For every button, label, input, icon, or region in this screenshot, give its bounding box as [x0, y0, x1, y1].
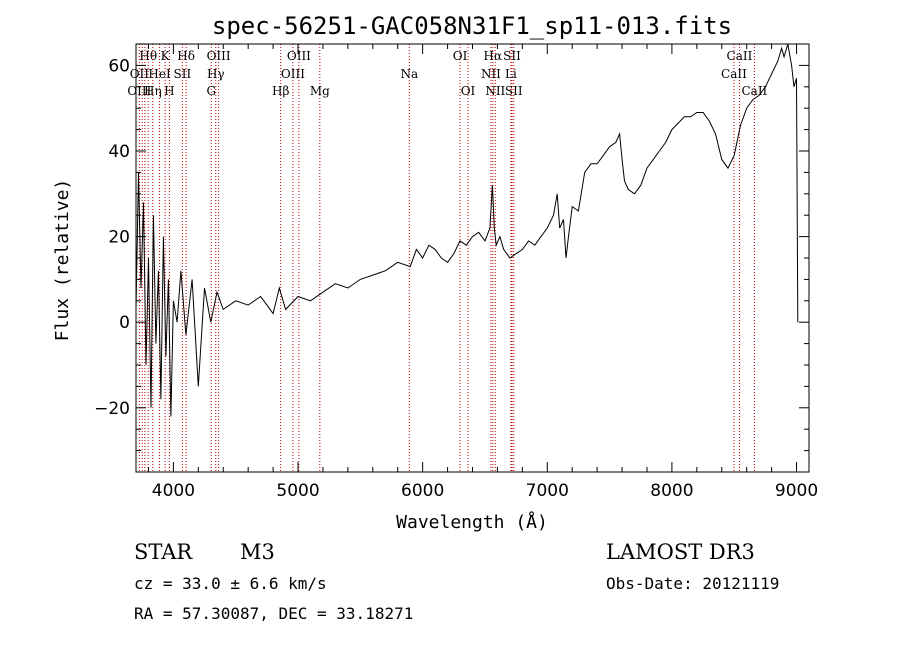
line-label: NII: [485, 84, 505, 98]
coordinates-readout: RA = 57.30087, DEC = 33.18271: [134, 604, 413, 623]
line-label: OIII: [287, 49, 311, 63]
line-label: CaII: [721, 67, 747, 81]
x-tick-label: 4000: [152, 481, 195, 501]
y-axis-label: Flux (relative): [52, 179, 73, 342]
line-label: OI: [453, 49, 468, 63]
line-label: CaII: [741, 84, 767, 98]
x-tick-label: 7000: [526, 481, 569, 501]
line-label: Hα: [484, 49, 503, 63]
line-label: OIII: [127, 84, 151, 98]
object-subclass: M3: [240, 540, 275, 564]
y-tick-label: 20: [108, 228, 130, 248]
y-tick-label: 40: [108, 142, 130, 162]
line-label: OIII: [207, 49, 231, 63]
y-axis-ticks: −20 0 20 40 60: [94, 56, 809, 452]
x-tick-label: 6000: [401, 481, 444, 501]
observation-date: Obs-Date: 20121119: [606, 574, 779, 593]
y-tick-label: −20: [94, 399, 130, 419]
x-tick-label: 8000: [650, 481, 693, 501]
x-axis-label: Wavelength (Å): [396, 511, 548, 533]
line-label: SII: [174, 67, 192, 81]
line-label: K: [161, 49, 171, 63]
line-label: G: [206, 84, 216, 98]
line-label: Hγ: [207, 67, 225, 81]
line-label: Hβ: [272, 84, 289, 98]
survey-name: LAMOST DR3: [606, 540, 755, 564]
y-tick-label: 0: [119, 313, 130, 333]
line-label: CaII: [727, 49, 753, 63]
spectrum-line: [135, 43, 799, 417]
line-label: OI: [461, 84, 476, 98]
object-type: STAR: [134, 540, 193, 564]
emission-line-markers: [138, 44, 755, 472]
line-label: OII: [130, 67, 150, 81]
chart-title: spec-56251-GAC058N31F1_sp11-013.fits: [212, 12, 732, 40]
x-axis-ticks: 4000 5000 6000 7000 8000 9000: [147, 44, 818, 501]
line-label: NII: [481, 67, 501, 81]
line-label: Mg: [310, 84, 330, 98]
line-label: Hθ: [139, 49, 157, 63]
line-label: Li: [505, 67, 517, 81]
line-label: SII: [505, 84, 523, 98]
y-tick-label: 60: [108, 56, 130, 76]
line-label: SII: [503, 49, 521, 63]
line-label: Hδ: [177, 49, 195, 63]
x-tick-label: 5000: [276, 481, 319, 501]
line-label: HeI: [148, 67, 171, 81]
redshift-readout: cz = 33.0 ± 6.6 km/s: [134, 574, 327, 593]
line-label: H: [164, 84, 174, 98]
line-label: OIII: [281, 67, 305, 81]
plot-frame: [135, 43, 810, 473]
line-label: Na: [400, 67, 418, 81]
x-tick-label: 9000: [775, 481, 818, 501]
line-label: Hη: [144, 84, 162, 98]
